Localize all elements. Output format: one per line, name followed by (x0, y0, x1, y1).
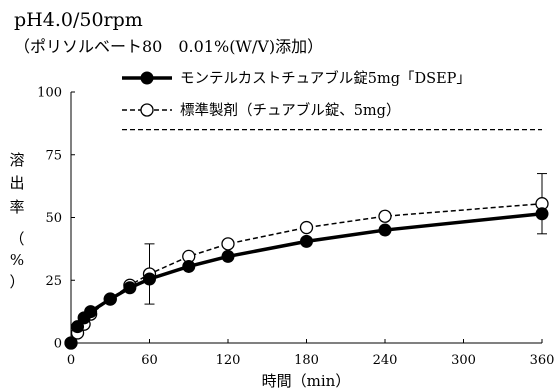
y-tick-label: 75 (45, 148, 62, 163)
chart-subtitle: （ポリソルベート80 0.01%(W/V)添加） (14, 37, 323, 56)
x-tick-label: 180 (294, 353, 319, 368)
y-axis-label-char: 出 (9, 174, 24, 192)
legend-label-test: モンテルカストチュアブル錠5mg「DSEP」 (180, 69, 471, 87)
data-point-test (84, 305, 98, 319)
data-point-test (103, 292, 117, 306)
data-point-test (300, 234, 313, 248)
x-tick-label: 360 (530, 353, 555, 368)
x-tick-label: 0 (67, 353, 75, 368)
chart-title: pH4.0/50rpm (14, 9, 143, 31)
y-axis-label-char: % (10, 251, 24, 269)
y-tick-label: 0 (54, 337, 62, 352)
data-point-test (378, 223, 392, 237)
data-point-reference (221, 237, 235, 251)
data-point-reference (378, 209, 392, 223)
y-axis-label: 溶出率 （% ） (9, 151, 24, 291)
y-tick-label: 25 (45, 274, 62, 289)
series-line-reference (70, 202, 543, 344)
y-tick-label: 100 (37, 86, 62, 101)
legend-marker-reference (140, 103, 154, 117)
y-axis-label-char: ） (9, 273, 24, 291)
x-axis-label: 時間（min） (262, 372, 351, 390)
data-point-test (143, 272, 156, 286)
y-axis-label-char: （ (9, 230, 24, 248)
y-tick-label: 50 (45, 211, 62, 226)
legend-label-reference: 標準製剤（チュアブル錠、5mg） (180, 101, 400, 119)
x-tick-label: 300 (451, 353, 476, 368)
y-axis-label-char: 率 (9, 198, 24, 216)
data-point-test (535, 207, 549, 221)
data-point-test (123, 281, 137, 295)
x-tick-label: 60 (141, 353, 158, 368)
y-axis-label-char: 溶 (9, 151, 24, 169)
x-tick-label: 240 (373, 353, 398, 368)
legend: モンテルカストチュアブル錠5mg「DSEP」 標準製剤（チュアブル錠、5mg） (122, 69, 471, 119)
data-point-test (64, 336, 78, 350)
data-point-reference (299, 220, 314, 235)
data-point-test (71, 320, 85, 334)
data-point-test (221, 249, 235, 263)
legend-marker-test (140, 71, 154, 85)
data-point-test (182, 259, 196, 273)
x-tick-label: 120 (216, 353, 241, 368)
